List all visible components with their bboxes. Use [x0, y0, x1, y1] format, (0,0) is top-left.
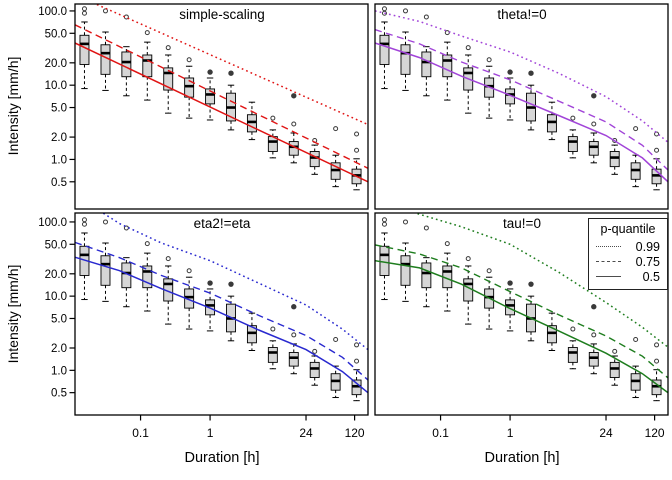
svg-text:20.0: 20.0 [45, 269, 67, 281]
svg-text:2.0: 2.0 [51, 343, 67, 355]
svg-text:1.0: 1.0 [51, 154, 67, 166]
boxplots [79, 6, 362, 191]
panel-border-simple-scaling [74, 3, 369, 210]
svg-text:10.0: 10.0 [45, 80, 67, 92]
boxplots [379, 6, 662, 191]
svg-text:2.0: 2.0 [51, 132, 67, 144]
quantile-lines [375, 213, 668, 394]
svg-text:0.1: 0.1 [132, 426, 149, 440]
svg-text:5.0: 5.0 [51, 313, 67, 325]
legend-row-q50: 0.5 [596, 269, 660, 284]
legend-label-q99: 0.99 [635, 239, 660, 254]
quantile-line-q99 [375, 10, 668, 143]
panel-border-eta2!=eta [74, 212, 369, 416]
panel-title-simple-scaling: simple-scaling [179, 7, 265, 22]
legend-row-q75: 0.75 [596, 254, 660, 269]
panel-title-theta: theta!=0 [497, 7, 547, 22]
panel-plot-tau!=0 [375, 213, 668, 402]
quantile-lines [375, 10, 668, 183]
panel-plot-simple-scaling [75, 4, 368, 191]
quantile-line-q75 [75, 241, 368, 381]
panel-border-theta!=0 [374, 3, 669, 210]
svg-text:24: 24 [599, 426, 613, 440]
svg-text:5.0: 5.0 [51, 103, 67, 115]
quantile-line-q50 [75, 256, 368, 394]
svg-text:50.0: 50.0 [45, 239, 67, 251]
quantile-line-q99 [102, 213, 368, 351]
y-axis-simple-scaling: 100.0 50.0 20.0 10.0 5.0 2.0 1.0 0.5 [38, 6, 75, 189]
panel-plot-eta2!=eta [75, 213, 368, 402]
legend-label-q50: 0.5 [642, 269, 660, 284]
panel-title-eta2: eta2!=eta [193, 216, 251, 231]
panel-border-tau!=0 [374, 212, 669, 416]
quantile-line-q50 [75, 42, 368, 183]
quantile-line-q99 [414, 213, 668, 348]
svg-text:120: 120 [345, 426, 365, 440]
quantile-line-q99 [95, 4, 368, 126]
y-axis-eta2!=eta: 100.0 50.0 20.0 10.0 5.0 2.0 1.0 0.5 [38, 217, 75, 400]
legend-row-q99: 0.99 [596, 239, 660, 254]
x-axis-label-right-column: Duration [h] [484, 450, 560, 466]
svg-text:10.0: 10.0 [45, 291, 67, 303]
svg-text:1.0: 1.0 [51, 365, 67, 377]
dashed-line-sample [596, 261, 621, 262]
svg-text:0.5: 0.5 [51, 177, 67, 189]
quantile-line-q50 [375, 42, 668, 183]
svg-text:100.0: 100.0 [38, 217, 67, 229]
dotted-line-sample [596, 246, 621, 247]
legend-title: p-quantile [600, 222, 656, 236]
svg-text:120: 120 [645, 426, 665, 440]
x-axis-label-left-column: Duration [h] [184, 450, 260, 466]
svg-text:1: 1 [507, 426, 514, 440]
quantile-line-q75 [375, 244, 668, 379]
x-axis-eta2!=eta: 0.1 1 24 120 [132, 415, 365, 440]
svg-text:0.1: 0.1 [432, 426, 449, 440]
y-axis-label-bottom-row: Intensity [mm/h] [5, 264, 21, 364]
panel-title-tau: tau!=0 [503, 216, 541, 231]
boxplots [79, 217, 362, 402]
svg-text:0.5: 0.5 [51, 388, 67, 400]
quantile-line-q50 [375, 260, 668, 394]
y-axis-label-top-row: Intensity [mm/h] [5, 56, 21, 156]
quantile-line-q75 [75, 24, 368, 169]
quantile-lines [75, 4, 368, 183]
svg-text:100.0: 100.0 [38, 6, 67, 18]
x-axis-tau!=0: 0.1 1 24 120 [432, 415, 665, 440]
svg-text:50.0: 50.0 [45, 28, 67, 40]
svg-text:20.0: 20.0 [45, 58, 67, 70]
legend-label-q75: 0.75 [635, 254, 660, 269]
svg-text:24: 24 [299, 426, 313, 440]
legend-box: p-quantile 0.99 0.75 0.5 [588, 218, 668, 290]
svg-text:1: 1 [207, 426, 214, 440]
panel-plot-theta!=0 [375, 6, 668, 191]
solid-line-sample [596, 276, 621, 277]
quantile-lines [75, 213, 368, 394]
